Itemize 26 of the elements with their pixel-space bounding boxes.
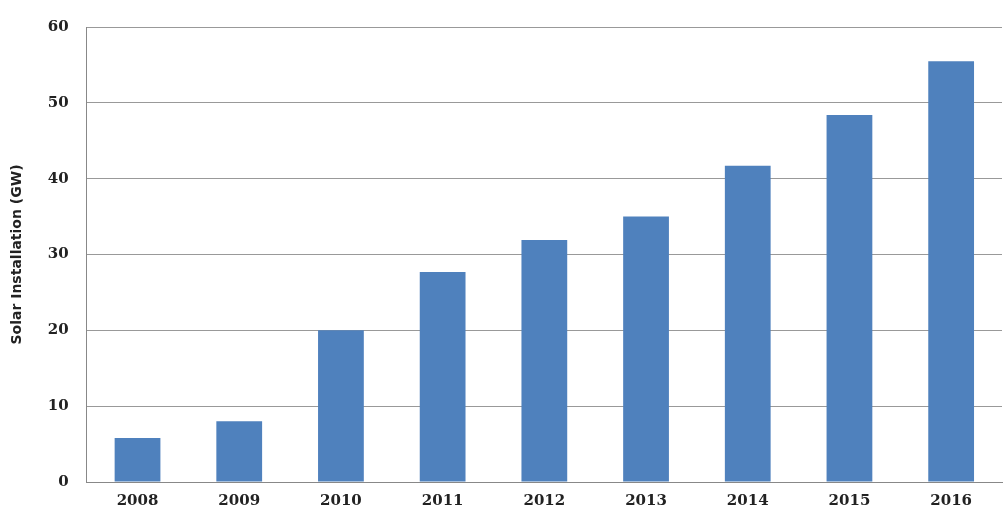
bar <box>623 216 669 482</box>
x-tick-label: 2015 <box>828 490 871 509</box>
y-tick-label: 50 <box>47 92 69 111</box>
bar <box>724 165 771 482</box>
bar <box>521 240 568 482</box>
x-tick-label: 2016 <box>930 490 973 509</box>
y-tick-label: 30 <box>47 244 69 263</box>
y-tick-label: 40 <box>47 168 69 187</box>
x-tick-label: 2012 <box>523 490 566 509</box>
x-tick-label: 2013 <box>625 490 667 509</box>
y-tick-label: 10 <box>47 396 69 415</box>
x-tick-label: 2010 <box>320 490 362 509</box>
y-axis-title: Solar Installation (GW) <box>8 164 25 345</box>
x-tick-label: 2011 <box>421 490 464 509</box>
y-tick-label: 20 <box>47 320 69 339</box>
bar <box>419 271 466 482</box>
x-tick-label: 2014 <box>726 490 769 509</box>
y-tick-label: 60 <box>47 16 69 35</box>
y-tick-label: 0 <box>58 471 69 490</box>
x-tick-label: 2008 <box>116 490 159 509</box>
bar <box>114 438 161 482</box>
bar <box>928 61 975 482</box>
bar <box>216 421 263 482</box>
x-tick-label: 2009 <box>218 490 261 509</box>
bar <box>826 114 873 482</box>
bar <box>318 330 364 482</box>
